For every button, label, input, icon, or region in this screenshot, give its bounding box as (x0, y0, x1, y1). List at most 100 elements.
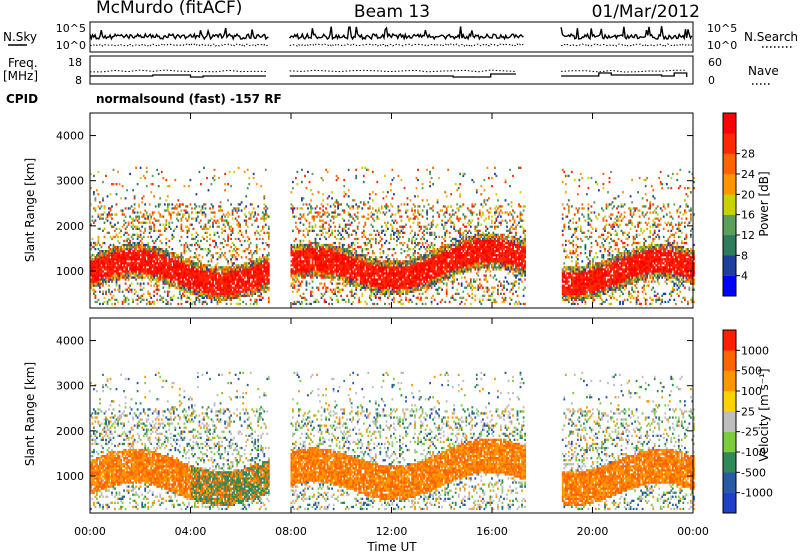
heatmap-cell (368, 258, 371, 261)
heatmap-cell (105, 274, 107, 277)
heatmap-cell (387, 290, 389, 293)
heatmap-cell (148, 227, 151, 230)
heatmap-cell (292, 187, 294, 190)
heatmap-cell (240, 209, 243, 212)
heatmap-cell (222, 288, 225, 291)
heatmap-cell (150, 229, 153, 232)
heatmap-cell (335, 270, 338, 273)
heatmap-cell (109, 250, 112, 253)
heatmap-cell (391, 290, 394, 293)
heatmap-cell (377, 284, 380, 287)
heatmap-cell (124, 274, 127, 277)
heatmap-cell (361, 276, 364, 279)
heatmap-cell (423, 264, 425, 267)
heatmap-cell (343, 178, 346, 182)
heatmap-cell (248, 276, 251, 279)
heatmap-cell (112, 274, 115, 277)
heatmap-cell (290, 270, 293, 273)
heatmap-cell (106, 219, 109, 222)
heatmap-cell (103, 235, 106, 239)
heatmap-cell (159, 248, 162, 251)
heatmap-cell (340, 258, 342, 261)
heatmap-cell (150, 270, 153, 273)
heatmap-cell (195, 211, 198, 214)
heatmap-cell (326, 250, 329, 253)
heatmap-cell (186, 219, 189, 222)
heatmap-cell (308, 250, 311, 253)
heatmap-cell (243, 207, 246, 210)
heatmap-cell (160, 276, 163, 279)
heatmap-cell (117, 278, 119, 281)
heatmap-cell (130, 252, 133, 255)
heatmap-cell (263, 288, 266, 291)
heatmap-cell (132, 219, 134, 222)
heatmap-cell (215, 282, 217, 285)
heatmap-cell (135, 217, 137, 220)
heatmap-cell (292, 270, 294, 273)
heatmap-cell (237, 248, 240, 251)
heatmap-cell (414, 205, 416, 208)
heatmap-cell (142, 195, 145, 198)
heatmap-cell (417, 243, 419, 247)
heatmap-cell (236, 294, 238, 297)
heatmap-cell (249, 282, 252, 285)
heatmap-cell (299, 243, 302, 247)
heatmap-cell (385, 276, 388, 279)
heatmap-cell (117, 264, 119, 267)
heatmap-cell (346, 270, 349, 273)
heatmap-cell (145, 270, 148, 273)
heatmap-cell (382, 290, 385, 293)
heatmap-cell (405, 223, 407, 226)
heatmap-cell (99, 264, 101, 267)
heatmap-cell (156, 254, 159, 257)
heatmap-cell (206, 264, 208, 267)
heatmap-cell (99, 274, 101, 277)
heatmap-cell (292, 180, 294, 184)
heatmap-cell (147, 256, 150, 259)
heatmap-cell (114, 229, 116, 232)
heatmap-cell (188, 268, 190, 271)
heatmap-cell (123, 243, 125, 247)
heatmap-cell (166, 252, 169, 255)
heatmap-cell (111, 254, 113, 257)
heatmap-cell (344, 193, 347, 196)
heatmap-cell (177, 264, 180, 267)
heatmap-cell (396, 229, 398, 232)
heatmap-cell (311, 229, 314, 232)
heatmap-cell (394, 282, 397, 285)
heatmap-cell (139, 300, 142, 304)
heatmap-cell (178, 276, 181, 279)
heatmap-cell (373, 268, 376, 271)
heatmap-cell (245, 270, 248, 273)
heatmap-cell (105, 266, 107, 269)
freq-left-label-2: [MHz] (3, 69, 38, 83)
heatmap-cell (115, 252, 118, 255)
heatmap-cell (267, 252, 270, 255)
heatmap-cell (347, 264, 350, 267)
heatmap-cell (248, 252, 251, 255)
heatmap-cell (144, 227, 147, 230)
heatmap-cell (340, 264, 342, 267)
heatmap-cell (147, 241, 150, 245)
heatmap-cell (243, 274, 246, 277)
heatmap-cell (237, 221, 240, 224)
heatmap-cell (133, 268, 136, 271)
heatmap-cell (396, 278, 398, 281)
heatmap-cell (293, 245, 296, 249)
heatmap-cell (379, 270, 382, 273)
heatmap-cell (387, 288, 389, 291)
heatmap-cell (406, 215, 409, 218)
heatmap-cell (266, 270, 269, 273)
heatmap-cell (111, 256, 113, 259)
heatmap-cell (129, 258, 131, 261)
heatmap-cell (106, 266, 109, 269)
heatmap-cell (245, 292, 248, 295)
heatmap-cell (411, 260, 413, 263)
heatmap-cell (171, 276, 174, 279)
heatmap-cell (171, 270, 174, 273)
heatmap-cell (207, 264, 210, 267)
heatmap-cell (414, 282, 416, 285)
heatmap-cell (157, 185, 160, 188)
heatmap-cell (305, 266, 308, 269)
heatmap-cell (203, 266, 205, 269)
